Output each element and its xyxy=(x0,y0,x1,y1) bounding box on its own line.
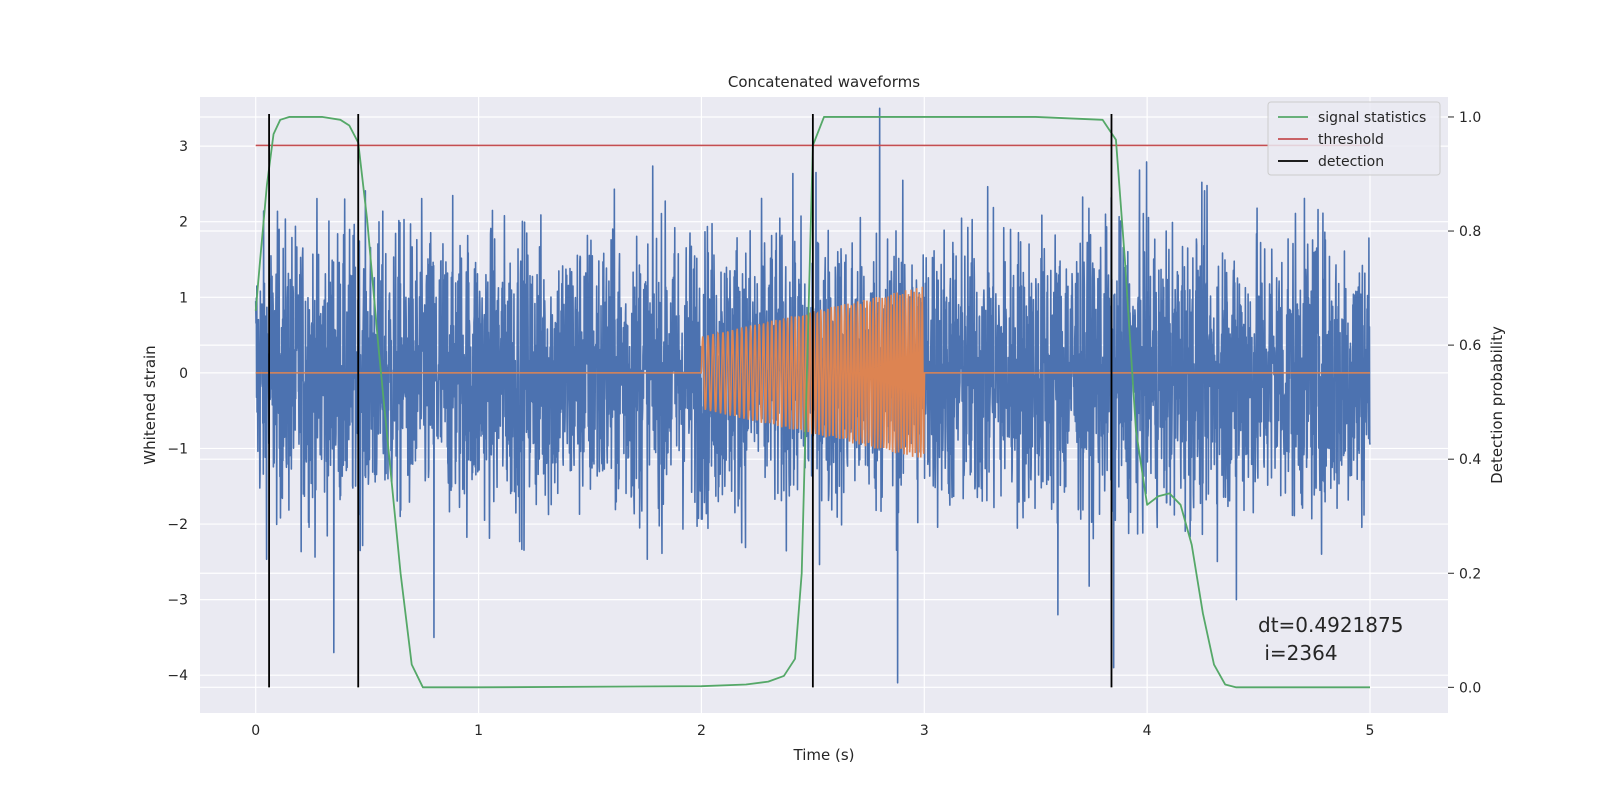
legend-box xyxy=(1267,101,1441,176)
x-tick-label: 0 xyxy=(251,723,260,739)
y-tick-label: 2 xyxy=(179,215,188,231)
y-right-tick-label: 1.0 xyxy=(1459,110,1481,126)
y-axis-label: Whitened strain xyxy=(141,345,159,464)
y-right-tick-label: 0.4 xyxy=(1459,452,1481,468)
x-axis: 0 1 2 3 4 5 xyxy=(251,723,1374,739)
x-tick-label: 2 xyxy=(697,723,706,739)
y-right-tick-label: 0.6 xyxy=(1459,338,1481,354)
y-tick-label: −3 xyxy=(167,593,188,609)
legend-label-threshold: threshold xyxy=(1318,132,1384,148)
signal-statistics-line xyxy=(254,116,1370,689)
annotation-dt: dt=0.4921875 xyxy=(1258,613,1403,637)
y-tick-label: −1 xyxy=(167,441,188,457)
x-axis-label: Time (s) xyxy=(793,746,855,764)
y-right-tick-label: 0.8 xyxy=(1459,224,1481,240)
annotation: dt=0.4921875 i=2364 xyxy=(1258,613,1403,665)
y-axis-right-label: Detection probability xyxy=(1488,326,1506,484)
legend-label-detection: detection xyxy=(1318,154,1384,170)
y-axis-right: 0.0 0.2 0.4 0.6 0.8 1.0 xyxy=(1448,110,1481,696)
legend-label-signal-statistics: signal statistics xyxy=(1318,110,1426,126)
y-right-tick-label: 0.2 xyxy=(1459,566,1481,582)
legend: signal statistics threshold detection xyxy=(1267,101,1441,176)
y-tick-label: 3 xyxy=(179,139,188,155)
chart-title: Concatenated waveforms xyxy=(728,73,920,91)
y-axis-left: −4 −3 −2 −1 0 1 2 3 xyxy=(167,139,188,684)
y-tick-label: −4 xyxy=(167,668,188,684)
y-tick-label: 1 xyxy=(179,290,188,306)
y-right-tick-label: 0.0 xyxy=(1459,680,1481,696)
x-tick-label: 3 xyxy=(920,723,929,739)
x-tick-label: 1 xyxy=(474,723,483,739)
y-tick-label: 0 xyxy=(179,366,188,382)
x-tick-label: 4 xyxy=(1143,723,1152,739)
x-tick-label: 5 xyxy=(1366,723,1375,739)
annotation-i: i=2364 xyxy=(1258,641,1338,665)
y-tick-label: −2 xyxy=(167,517,188,533)
plot-content xyxy=(254,107,1371,689)
